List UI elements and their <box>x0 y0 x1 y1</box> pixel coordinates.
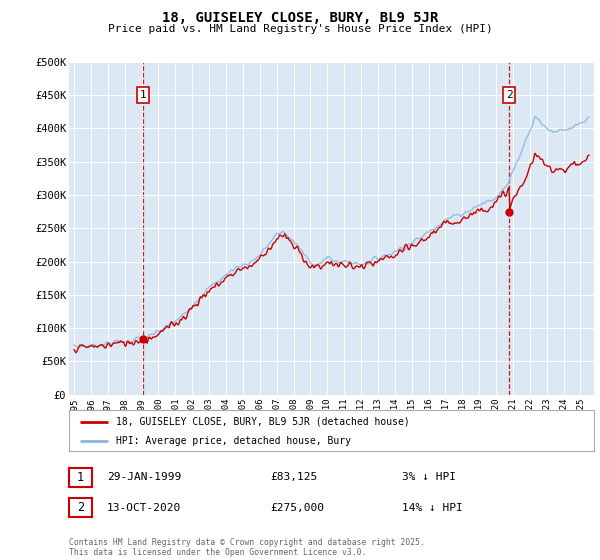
Text: 29-JAN-1999: 29-JAN-1999 <box>107 472 181 482</box>
Text: 2: 2 <box>506 90 512 100</box>
Text: 18, GUISELEY CLOSE, BURY, BL9 5JR: 18, GUISELEY CLOSE, BURY, BL9 5JR <box>162 11 438 25</box>
Text: £83,125: £83,125 <box>270 472 317 482</box>
Text: Price paid vs. HM Land Registry's House Price Index (HPI): Price paid vs. HM Land Registry's House … <box>107 24 493 34</box>
Text: 14% ↓ HPI: 14% ↓ HPI <box>402 503 463 513</box>
Text: HPI: Average price, detached house, Bury: HPI: Average price, detached house, Bury <box>116 436 351 446</box>
Text: 18, GUISELEY CLOSE, BURY, BL9 5JR (detached house): 18, GUISELEY CLOSE, BURY, BL9 5JR (detac… <box>116 417 410 427</box>
Text: 2: 2 <box>77 501 84 515</box>
Text: 1: 1 <box>77 470 84 484</box>
Text: Contains HM Land Registry data © Crown copyright and database right 2025.
This d: Contains HM Land Registry data © Crown c… <box>69 538 425 557</box>
Text: 1: 1 <box>140 90 146 100</box>
Text: 13-OCT-2020: 13-OCT-2020 <box>107 503 181 513</box>
Text: £275,000: £275,000 <box>270 503 324 513</box>
Text: 3% ↓ HPI: 3% ↓ HPI <box>402 472 456 482</box>
